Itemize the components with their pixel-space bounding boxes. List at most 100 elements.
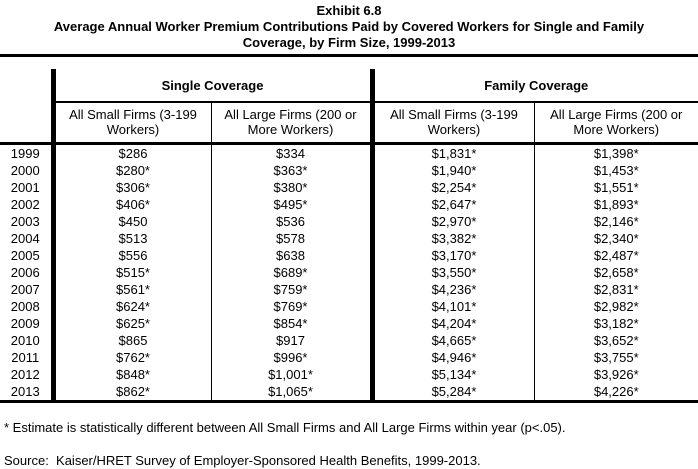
year-cell: 2004 bbox=[10, 230, 40, 246]
value-cell-family-large: $1,551* bbox=[533, 178, 698, 196]
year-cell: 2001 bbox=[10, 179, 40, 195]
year-cell: 2007 bbox=[10, 281, 40, 297]
value-cell-single-large: $689* bbox=[210, 263, 372, 281]
value-cell-single-small: $625* bbox=[50, 314, 211, 332]
value-cell-single-large: $363* bbox=[210, 161, 372, 179]
value-cell-single-small: $286 bbox=[50, 143, 211, 162]
value-cell-family-small: $4,204* bbox=[369, 314, 534, 332]
value-cell-family-small: $4,665* bbox=[369, 331, 534, 349]
value-cell-single-large: $759* bbox=[210, 280, 372, 298]
year-cell: 2008 bbox=[10, 298, 40, 314]
year-cell: 2009 bbox=[10, 315, 40, 331]
value-cell-single-small: $406* bbox=[50, 195, 211, 213]
value-cell-family-large: $3,652* bbox=[533, 331, 698, 349]
value-cell-single-large: $996* bbox=[210, 348, 372, 366]
title-block: Exhibit 6.8 Average Annual Worker Premiu… bbox=[0, 3, 698, 51]
value-cell-single-small: $848* bbox=[50, 365, 211, 383]
year-column-header bbox=[0, 102, 53, 145]
value-cell-single-large: $380* bbox=[210, 178, 372, 196]
value-cell-family-large: $2,982* bbox=[533, 297, 698, 315]
year-cell: 2003 bbox=[10, 213, 40, 229]
value-cell-single-small: $513 bbox=[50, 229, 211, 247]
value-cell-single-small: $306* bbox=[50, 178, 211, 196]
value-cell-family-large: $2,340* bbox=[533, 229, 698, 247]
exhibit-number: Exhibit 6.8 bbox=[316, 3, 382, 18]
table-row: 2001 $306* $380* $2,254* $1,551* bbox=[0, 178, 698, 196]
value-cell-single-small: $280* bbox=[50, 161, 211, 179]
value-cell-single-small: $450 bbox=[50, 212, 211, 230]
table-row: 2011 $762* $996* $4,946* $3,755* bbox=[0, 348, 698, 366]
col-header-single-large-firms: All Large Firms (200 or More Workers) bbox=[210, 102, 372, 145]
group-header-single-coverage: Single Coverage bbox=[50, 69, 372, 103]
year-cell: 2000 bbox=[10, 162, 40, 178]
value-cell-family-large: $1,398* bbox=[533, 143, 698, 162]
premium-contributions-table: Single Coverage Family Coverage All Smal… bbox=[0, 69, 698, 403]
value-cell-family-small: $3,550* bbox=[369, 263, 534, 281]
table-row: 2002 $406* $495* $2,647* $1,893* bbox=[0, 195, 698, 213]
value-cell-family-large: $2,831* bbox=[533, 280, 698, 298]
col-header-family-small-firms: All Small Firms (3-199 Workers) bbox=[369, 102, 534, 145]
value-cell-family-small: $5,284* bbox=[369, 382, 534, 403]
value-cell-family-large: $3,182* bbox=[533, 314, 698, 332]
value-cell-single-small: $624* bbox=[50, 297, 211, 315]
value-cell-family-large: $3,926* bbox=[533, 365, 698, 383]
value-cell-single-large: $578 bbox=[210, 229, 372, 247]
table-body: 1999 $286 $334 $1,831* $1,398* 2000 $280* $363*… bbox=[0, 143, 698, 403]
table-row: 2012 $848* $1,001* $5,134* $3,926* bbox=[0, 365, 698, 383]
table-row: 2013 $862* $1,065* $5,284* $4,226* bbox=[0, 382, 698, 403]
value-cell-single-small: $515* bbox=[50, 263, 211, 281]
value-cell-single-small: $561* bbox=[50, 280, 211, 298]
year-column-spacer bbox=[0, 69, 53, 102]
col-header-single-small-firms: All Small Firms (3-199 Workers) bbox=[50, 102, 211, 145]
year-cell: 2013 bbox=[0, 382, 53, 403]
table-row: 2008 $624* $769* $4,101* $2,982* bbox=[0, 297, 698, 315]
value-cell-family-small: $2,647* bbox=[369, 195, 534, 213]
exhibit-title: Average Annual Worker Premium Contributi… bbox=[53, 19, 645, 50]
value-cell-family-large: $4,226* bbox=[533, 382, 698, 403]
value-cell-family-small: $1,831* bbox=[369, 143, 534, 162]
value-cell-single-large: $769* bbox=[210, 297, 372, 315]
value-cell-family-large: $3,755* bbox=[533, 348, 698, 366]
source-note: Source: Kaiser/HRET Survey of Employer-S… bbox=[4, 452, 481, 468]
value-cell-single-large: $536 bbox=[210, 212, 372, 230]
year-cell: 2010 bbox=[10, 332, 40, 348]
year-cell: 2005 bbox=[10, 247, 40, 263]
value-cell-family-small: $4,101* bbox=[369, 297, 534, 315]
value-cell-single-large: $495* bbox=[210, 195, 372, 213]
value-cell-family-large: $2,487* bbox=[533, 246, 698, 264]
year-cell: 2011 bbox=[11, 349, 40, 365]
table-row: 2003 $450 $536 $2,970* $2,146* bbox=[0, 212, 698, 230]
group-header-family-coverage: Family Coverage bbox=[369, 69, 698, 103]
col-header-family-large-firms: All Large Firms (200 or More Workers) bbox=[533, 102, 698, 145]
table-row: 2004 $513 $578 $3,382* $2,340* bbox=[0, 229, 698, 247]
group-header-row: Single Coverage Family Coverage bbox=[0, 69, 698, 103]
significance-footnote: * Estimate is statistically different be… bbox=[4, 419, 566, 435]
value-cell-family-small: $3,170* bbox=[369, 246, 534, 264]
value-cell-family-small: $5,134* bbox=[369, 365, 534, 383]
value-cell-single-large: $917 bbox=[210, 331, 372, 349]
year-cell: 2012 bbox=[10, 366, 40, 382]
value-cell-family-small: $2,254* bbox=[369, 178, 534, 196]
value-cell-single-large: $638 bbox=[210, 246, 372, 264]
table-row: 2009 $625* $854* $4,204* $3,182* bbox=[0, 314, 698, 332]
table-row: 2007 $561* $759* $4,236* $2,831* bbox=[0, 280, 698, 298]
value-cell-single-small: $556 bbox=[50, 246, 211, 264]
year-cell: 2006 bbox=[10, 264, 40, 280]
value-cell-single-large: $1,001* bbox=[210, 365, 372, 383]
year-cell: 1999 bbox=[10, 145, 40, 161]
value-cell-family-small: $2,970* bbox=[369, 212, 534, 230]
column-header-row: All Small Firms (3-199 Workers) All Larg… bbox=[0, 102, 698, 145]
table-row: 2010 $865 $917 $4,665* $3,652* bbox=[0, 331, 698, 349]
value-cell-family-small: $1,940* bbox=[369, 161, 534, 179]
table-row: 2000 $280* $363* $1,940* $1,453* bbox=[0, 161, 698, 179]
value-cell-single-large: $334 bbox=[210, 143, 372, 162]
value-cell-single-small: $762* bbox=[50, 348, 211, 366]
value-cell-family-large: $2,146* bbox=[533, 212, 698, 230]
year-cell: 2002 bbox=[10, 196, 40, 212]
value-cell-single-small: $865 bbox=[50, 331, 211, 349]
value-cell-family-large: $2,658* bbox=[533, 263, 698, 281]
table-row: 2005 $556 $638 $3,170* $2,487* bbox=[0, 246, 698, 264]
value-cell-family-small: $4,236* bbox=[369, 280, 534, 298]
table-row: 2006 $515* $689* $3,550* $2,658* bbox=[0, 263, 698, 281]
